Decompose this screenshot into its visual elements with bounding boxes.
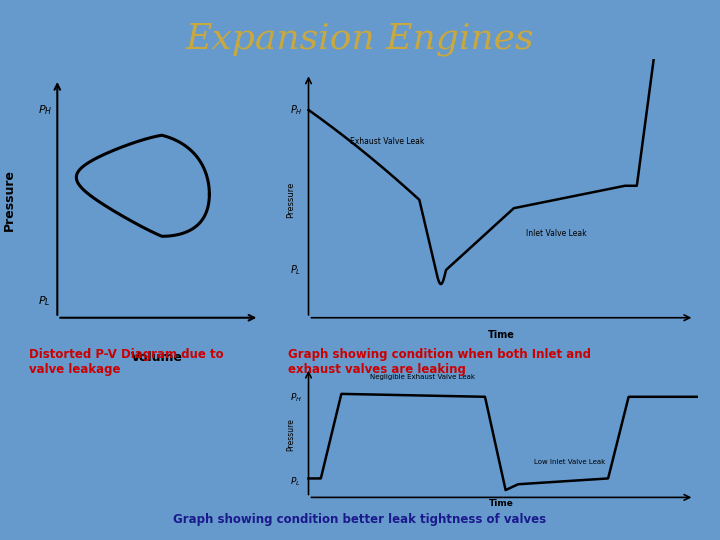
- Text: Time: Time: [489, 498, 514, 508]
- Text: Graph showing condition better leak tightness of valves: Graph showing condition better leak tigh…: [174, 514, 546, 526]
- Text: Expansion Engines: Expansion Engines: [186, 22, 534, 56]
- Text: $P_H$: $P_H$: [38, 103, 53, 117]
- Text: $P_L$: $P_L$: [38, 294, 51, 308]
- Text: Inlet Valve Leak: Inlet Valve Leak: [526, 230, 587, 238]
- Text: Negligible Exhaust Valve Leak: Negligible Exhaust Valve Leak: [370, 374, 475, 380]
- Text: Exhaust Valve Leak: Exhaust Valve Leak: [350, 137, 424, 146]
- Text: $P_H$: $P_H$: [290, 103, 303, 117]
- Text: Low Inlet Valve Leak: Low Inlet Valve Leak: [534, 459, 606, 465]
- Text: Distorted P-V Diagram due to
valve leakage: Distorted P-V Diagram due to valve leaka…: [29, 348, 223, 376]
- Text: Pressure: Pressure: [286, 418, 295, 451]
- Text: Volume: Volume: [131, 352, 183, 365]
- Text: Time: Time: [488, 330, 515, 340]
- Text: $P_L$: $P_L$: [290, 263, 301, 277]
- Text: $P_L$: $P_L$: [290, 475, 301, 488]
- Text: $P_H$: $P_H$: [290, 392, 302, 404]
- Text: Pressure: Pressure: [286, 181, 295, 218]
- Text: Pressure: Pressure: [4, 169, 17, 231]
- Text: Graph showing condition when both Inlet and
exhaust valves are leaking: Graph showing condition when both Inlet …: [288, 348, 591, 376]
